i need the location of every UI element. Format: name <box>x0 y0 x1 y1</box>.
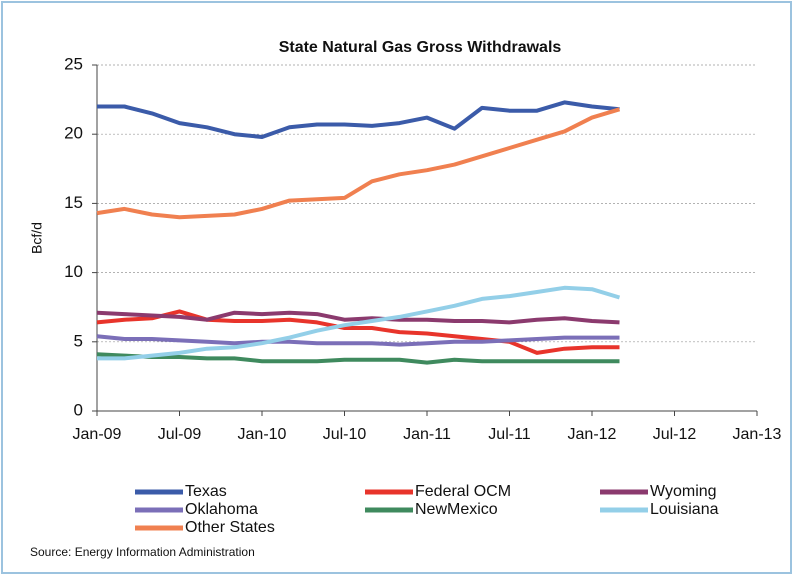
chart-title: State Natural Gas Gross Withdrawals <box>279 39 562 56</box>
series-line <box>97 285 621 361</box>
x-tick-label: Jan-09 <box>73 426 122 443</box>
series-line <box>96 309 620 355</box>
y-tick-label: 0 <box>74 400 83 419</box>
y-tick-label: 5 <box>74 331 83 350</box>
series-line <box>96 352 620 365</box>
legend-label: Wyoming <box>650 483 717 500</box>
y-tick-label: 10 <box>64 262 83 281</box>
x-tick-label: Jul-10 <box>323 426 367 443</box>
legend-label: Other States <box>185 519 275 536</box>
legend-label: Louisiana <box>650 501 719 518</box>
x-tick-label: Jul-09 <box>158 426 202 443</box>
y-tick-label: 15 <box>64 193 83 212</box>
legend-label: Texas <box>185 483 227 500</box>
legend-label: NewMexico <box>415 501 498 518</box>
legend-label: Oklahoma <box>185 501 258 518</box>
series-line <box>96 107 621 220</box>
series-line <box>96 310 620 325</box>
x-tick-label: Jul-12 <box>653 426 697 443</box>
x-tick-label: Jan-13 <box>733 426 782 443</box>
source: Source: Energy Information Administratio… <box>30 545 255 559</box>
y-axis-label: Bcf/d <box>29 222 45 254</box>
y-tick-label: 20 <box>64 124 83 143</box>
series-line <box>97 100 620 139</box>
x-tick-label: Jan-12 <box>568 426 617 443</box>
x-tick-label: Jan-11 <box>403 426 451 443</box>
y-tick-label: 25 <box>64 54 83 73</box>
x-tick-label: Jan-10 <box>238 426 287 443</box>
x-tick-label: Jul-11 <box>488 426 530 443</box>
legend-label: Federal OCM <box>415 483 511 500</box>
series-line <box>96 334 620 347</box>
